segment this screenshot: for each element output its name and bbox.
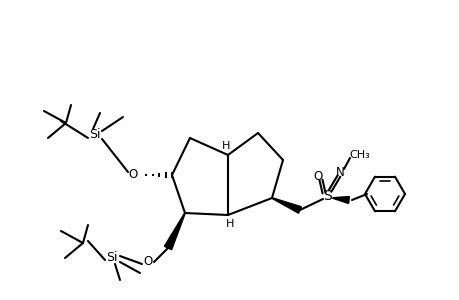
Text: Si: Si xyxy=(106,251,118,265)
Text: S: S xyxy=(323,189,332,203)
Text: Si: Si xyxy=(89,128,101,142)
Polygon shape xyxy=(332,196,349,203)
Text: O: O xyxy=(128,169,137,182)
Text: O: O xyxy=(143,256,152,268)
Text: CH₃: CH₃ xyxy=(349,150,369,160)
Text: O: O xyxy=(313,170,322,184)
Text: H: H xyxy=(225,219,234,229)
Polygon shape xyxy=(164,213,185,250)
Text: N: N xyxy=(335,166,344,178)
Polygon shape xyxy=(271,198,301,213)
Text: H: H xyxy=(221,141,230,151)
